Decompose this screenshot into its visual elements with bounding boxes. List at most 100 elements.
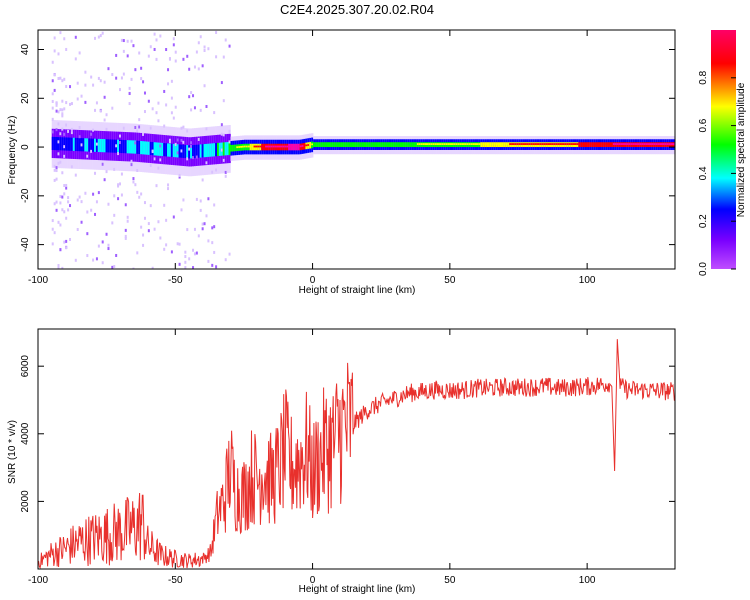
heat-cell <box>186 157 189 161</box>
heat-cell <box>197 67 200 71</box>
heat-cell <box>186 129 189 133</box>
heat-cell <box>578 143 581 145</box>
heat-cell <box>63 184 66 188</box>
heat-cell <box>168 57 171 61</box>
heat-cell <box>63 132 66 136</box>
heat-cell <box>149 204 152 208</box>
heat-cell <box>553 143 556 145</box>
heat-cell <box>186 145 189 159</box>
heat-cell <box>403 142 406 148</box>
heat-cell <box>211 143 214 157</box>
heat-cell <box>232 144 235 152</box>
heat-cell <box>434 143 437 145</box>
heat-cell <box>80 220 83 224</box>
heat-cell <box>167 143 170 157</box>
heat-cell <box>222 55 225 59</box>
heat-cell <box>97 76 100 80</box>
snr-xtick-label: 100 <box>579 575 596 586</box>
chart-title: C2E4.2025.307.20.02.R04 <box>280 2 434 17</box>
heat-cell <box>101 162 104 166</box>
heat-cell <box>122 139 126 154</box>
heat-cell <box>136 190 139 194</box>
heat-cell <box>574 143 577 145</box>
heat-cell <box>630 143 633 145</box>
heat-cell <box>84 138 87 152</box>
heat-cell <box>136 251 139 255</box>
heat-cell <box>128 86 131 90</box>
heat-cell <box>120 193 123 197</box>
heat-cell <box>614 143 618 145</box>
heat-cell <box>99 34 102 38</box>
heat-cell <box>51 219 54 223</box>
heat-cell <box>53 136 56 151</box>
heat-cell <box>88 138 91 152</box>
heat-cell <box>161 142 164 157</box>
heat-cell <box>240 145 243 148</box>
heat-cell <box>136 168 139 172</box>
heat-cell <box>163 124 166 128</box>
heat-cell <box>438 143 441 145</box>
heat-cell <box>178 173 181 177</box>
heat-cell <box>155 38 158 42</box>
heat-cell <box>111 265 114 269</box>
heat-cell <box>668 143 671 145</box>
heat-cell <box>138 140 141 155</box>
snr-frame <box>37 328 676 570</box>
heat-cell <box>190 145 193 159</box>
heat-cell <box>147 141 151 155</box>
heat-cell <box>407 142 410 148</box>
heat-cell <box>180 208 183 212</box>
heat-cell <box>486 143 489 145</box>
heat-cell <box>118 139 122 153</box>
heat-cell <box>61 114 64 118</box>
heat-cell <box>57 122 60 126</box>
snr-y-ticks: 2000 4000 6000 <box>20 355 675 513</box>
heat-cell <box>124 203 127 207</box>
heat-cell <box>84 191 87 195</box>
heat-cell <box>149 126 152 130</box>
heat-cell <box>643 143 646 145</box>
heat-cell <box>616 143 619 145</box>
snr-ytick-label: 6000 <box>20 355 31 378</box>
heat-cell <box>113 265 116 269</box>
heat-cell <box>126 215 129 219</box>
heat-cell <box>220 132 223 136</box>
heat-cell <box>370 142 373 148</box>
heat-cell <box>53 178 56 182</box>
heat-cell <box>74 173 77 177</box>
heat-cell <box>555 143 558 145</box>
heat-cell <box>67 137 70 151</box>
heat-cell <box>78 125 81 129</box>
heat-cell <box>359 142 362 148</box>
heat-cell <box>63 77 66 81</box>
heat-cell <box>207 197 210 201</box>
heat-cell <box>57 220 60 224</box>
heat-cell <box>620 143 623 145</box>
heat-cell <box>586 143 589 145</box>
heat-cell <box>134 68 137 72</box>
heat-cell <box>203 84 206 88</box>
heat-cell <box>55 109 58 113</box>
heat-cell <box>51 136 54 150</box>
spectrogram-ytick-label: 20 <box>20 92 31 104</box>
heat-cell <box>101 240 104 244</box>
heat-cell <box>411 142 414 148</box>
heat-cell <box>222 99 225 103</box>
heat-cell <box>439 143 443 145</box>
spectrogram-frame <box>37 29 676 270</box>
heat-cell <box>107 243 110 247</box>
heat-cell <box>55 169 58 173</box>
heat-cell <box>524 143 527 145</box>
heat-cell <box>338 142 341 148</box>
heat-cell <box>55 101 58 105</box>
heat-cell <box>149 163 152 167</box>
heat-cell <box>167 183 170 187</box>
heat-cell <box>170 143 174 157</box>
heat-cell <box>193 227 196 231</box>
heat-cell <box>69 237 72 241</box>
heat-cell <box>67 129 70 133</box>
heat-cell <box>653 143 656 145</box>
heat-cell <box>94 212 97 216</box>
heat-cell <box>582 143 585 145</box>
spectrogram-x-ticks: -100 -50 0 50 100 <box>28 30 596 286</box>
